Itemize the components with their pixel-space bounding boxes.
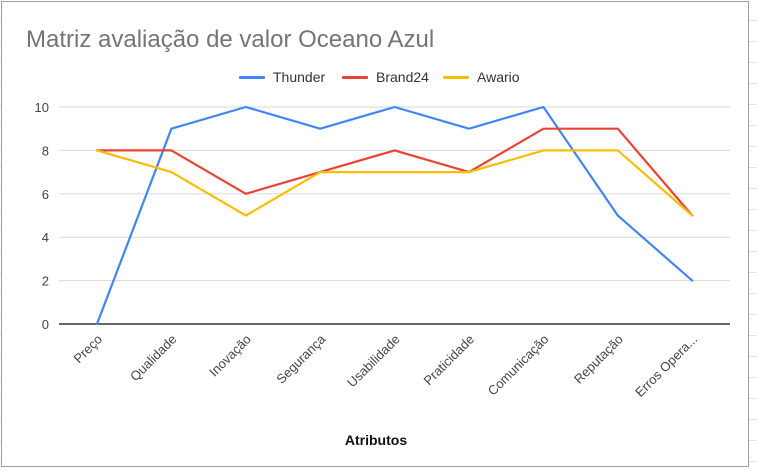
point-thunder-5 — [467, 126, 472, 131]
point-thunder-3 — [318, 126, 323, 131]
x-tick-label-5: Praticidade — [421, 332, 478, 389]
y-tick-label-0: 0 — [42, 317, 49, 332]
legend-swatch-awario — [443, 75, 469, 79]
legend-label-thunder: Thunder — [273, 69, 326, 85]
legend-swatch-thunder — [239, 75, 265, 79]
x-tick-label-1: Qualidade — [127, 332, 180, 385]
x-tick-label-3: Segurança — [273, 331, 329, 387]
point-brand24-7 — [615, 126, 620, 131]
point-awario-3 — [318, 170, 323, 175]
legend-label-brand24: Brand24 — [376, 69, 429, 85]
series-line-awario — [95, 149, 694, 217]
y-tick-label-2: 2 — [42, 274, 49, 289]
x-tick-label-6: Comunicação — [485, 332, 552, 399]
x-tick-label-7: Reputação — [571, 332, 626, 387]
chart-container[interactable]: Matriz avaliação de valor Oceano Azul Th… — [1, 1, 749, 467]
y-tick-label-6: 6 — [42, 187, 49, 202]
legend-item-thunder[interactable]: Thunder — [239, 68, 325, 86]
point-thunder-4 — [392, 105, 397, 110]
point-awario-4 — [392, 170, 397, 175]
point-awario-2 — [243, 213, 248, 218]
legend-swatch-brand24 — [342, 75, 368, 79]
point-thunder-7 — [615, 213, 620, 218]
y-tick-label-4: 4 — [42, 230, 49, 245]
point-thunder-0 — [95, 322, 100, 327]
point-brand24-2 — [243, 191, 248, 196]
x-tick-label-2: Inovação — [206, 332, 254, 380]
point-thunder-8 — [690, 278, 695, 283]
series-line-brand24 — [95, 127, 694, 217]
point-brand24-6 — [541, 126, 546, 131]
point-thunder-2 — [243, 105, 248, 110]
point-awario-1 — [169, 170, 174, 175]
y-tick-label-8: 8 — [42, 143, 49, 158]
legend-item-brand24[interactable]: Brand24 — [342, 68, 429, 86]
x-tick-label-0: Preço — [70, 332, 105, 367]
chart-plot-area: 0 2 4 6 8 10 Preço Qualidade Inovação Segurança Us… — [35, 100, 730, 400]
x-axis-title: Atributos — [344, 432, 408, 448]
chart-legend: Thunder Brand24 Awario — [2, 68, 750, 86]
chart-title: Matriz avaliação de valor Oceano Azul — [26, 26, 435, 53]
series-line-thunder — [95, 105, 694, 326]
y-tick-label-10: 10 — [35, 100, 49, 115]
point-awario-7 — [615, 148, 620, 153]
x-tick-label-8: Erros Opera... — [632, 332, 700, 400]
point-brand24-1 — [169, 148, 174, 153]
point-awario-0 — [95, 148, 100, 153]
point-awario-8 — [690, 213, 695, 218]
point-awario-5 — [467, 170, 472, 175]
point-thunder-1 — [169, 126, 174, 131]
x-tick-label-4: Usabilidade — [344, 332, 403, 391]
point-brand24-4 — [392, 148, 397, 153]
legend-item-awario[interactable]: Awario — [443, 68, 520, 86]
point-thunder-6 — [541, 105, 546, 110]
point-awario-6 — [541, 148, 546, 153]
legend-label-awario: Awario — [477, 69, 520, 85]
